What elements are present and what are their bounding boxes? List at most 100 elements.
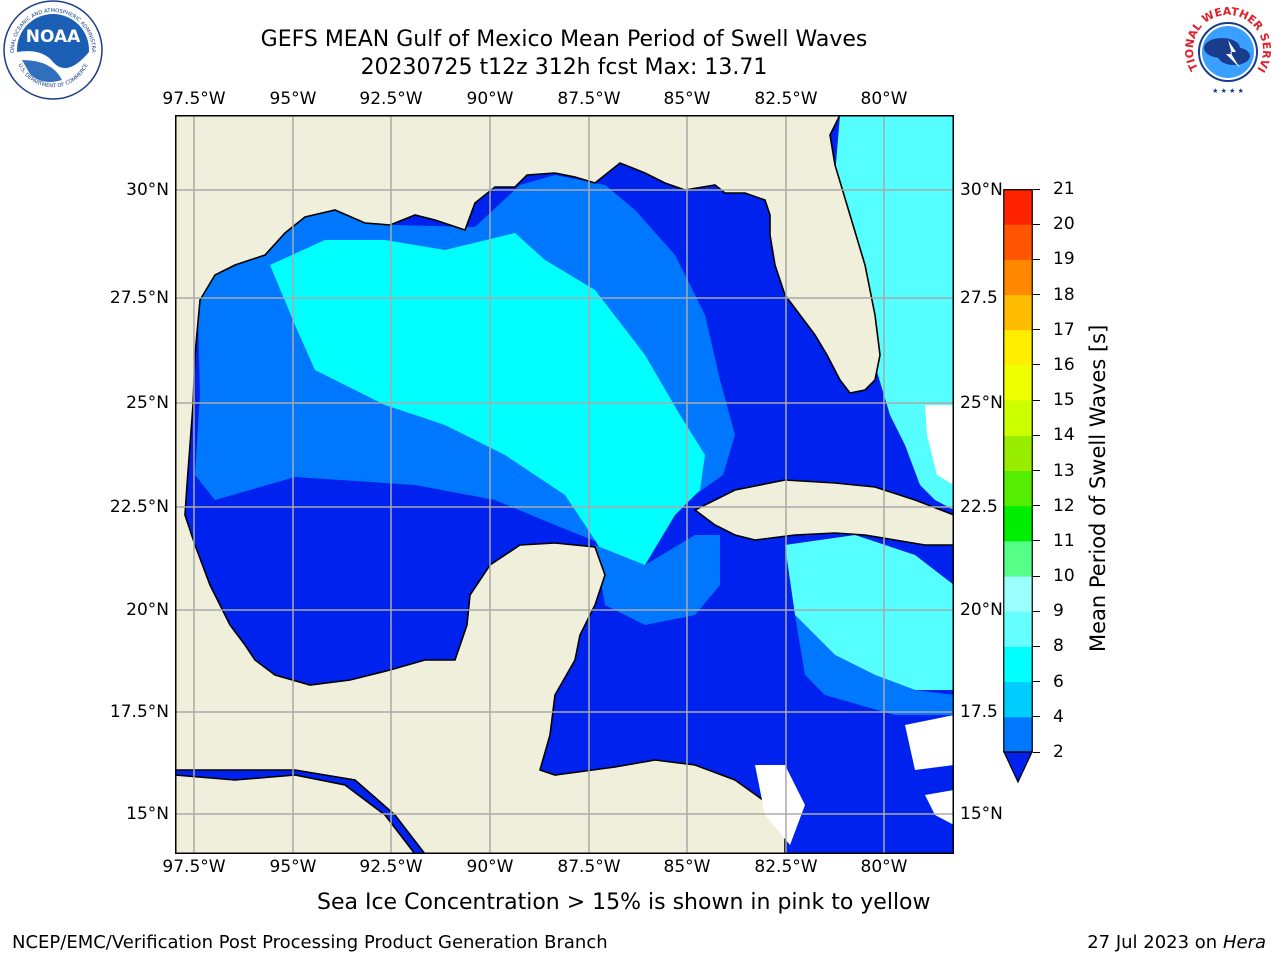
colorbar-segment xyxy=(1004,681,1032,718)
colorbar-tick-mark xyxy=(1033,470,1040,471)
lat-tick-label: 20°N xyxy=(960,600,1003,620)
colorbar-tick-mark xyxy=(1033,364,1040,366)
colorbar-segment xyxy=(1004,611,1032,647)
lon-tick-label: 82.5°W xyxy=(754,857,818,877)
colorbar-segment xyxy=(1004,505,1032,542)
lon-tick-label: 80°W xyxy=(860,89,908,109)
colorbar-segment xyxy=(1004,364,1032,401)
lon-tick-label: 97.5°W xyxy=(162,89,226,109)
colorbar-tick-label: 10 xyxy=(1053,566,1075,587)
lat-tick-label: 30°N xyxy=(126,180,169,200)
colorbar-segment xyxy=(1004,294,1032,331)
lat-tick-label: 17.5 xyxy=(960,702,998,722)
colorbar-tick-mark xyxy=(1033,751,1040,753)
colorbar xyxy=(1003,189,1033,784)
colorbar-tick-label: 14 xyxy=(1053,425,1075,446)
colorbar-tick-label: 9 xyxy=(1053,601,1064,622)
lon-tick-label: 87.5°W xyxy=(557,89,621,109)
colorbar-tick-mark xyxy=(1033,258,1040,260)
colorbar-tick-mark xyxy=(1033,681,1040,683)
colorbar-tick-label: 19 xyxy=(1053,249,1075,270)
noaa-logo: NOAA NATIONAL OCEANIC AND ATMOSPHERIC AD… xyxy=(0,0,104,100)
lat-tick-label: 27.5°N xyxy=(109,288,169,308)
colorbar-segment xyxy=(1004,329,1032,366)
ocean-caribbean-light xyxy=(785,535,954,690)
lat-tick-label: 20°N xyxy=(126,600,169,620)
colorbar-tick-label: 17 xyxy=(1053,319,1075,340)
ocean-cyan-north xyxy=(270,233,705,575)
colorbar-tick-label: 21 xyxy=(1053,179,1075,199)
lat-tick-label: 25°N xyxy=(960,393,1003,413)
lon-tick-label: 92.5°W xyxy=(359,89,423,109)
land xyxy=(174,114,955,855)
colorbar-tick-label: 6 xyxy=(1053,671,1064,692)
colorbar-tick-mark xyxy=(1033,329,1040,331)
lat-tick-label: 15°N xyxy=(126,804,169,824)
sea-ice-note: Sea Ice Concentration > 15% is shown in … xyxy=(317,890,931,915)
colorbar-tick-mark xyxy=(1033,610,1040,612)
colorbar-segment xyxy=(1004,470,1032,507)
nws-logo: NATIONAL WEATHER SERVICE ★ ★ ★ ★ xyxy=(1173,0,1278,100)
gridlines xyxy=(175,115,954,854)
lat-tick-label: 30°N xyxy=(960,180,1003,200)
ocean-caribbean-mid xyxy=(795,615,954,715)
colorbar-tick-label: 4 xyxy=(1053,706,1064,727)
lon-tick-label: 80°W xyxy=(860,857,908,877)
lon-tick-label: 87.5°W xyxy=(557,857,621,877)
colorbar-tick-mark xyxy=(1033,434,1040,436)
colorbar-tick-label: 13 xyxy=(1053,460,1075,481)
colorbar-tick-mark xyxy=(1033,540,1040,542)
mask-east-1 xyxy=(905,715,954,770)
lon-tick-label: 90°W xyxy=(466,89,514,109)
colorbar-segment xyxy=(1004,576,1032,612)
chart-title: GEFS MEAN Gulf of Mexico Mean Period of … xyxy=(260,27,868,52)
colorbar-tick-mark xyxy=(1033,575,1040,577)
colorbar-tick-mark xyxy=(1033,399,1040,401)
lat-tick-label: 15°N xyxy=(960,804,1003,824)
lat-tick-label: 22.5°N xyxy=(109,497,169,517)
lat-tick-label: 27.5 xyxy=(960,288,998,308)
footer-host: Hera xyxy=(1222,932,1266,953)
colorbar-segment xyxy=(1004,646,1032,683)
colorbar-frame xyxy=(1003,189,1033,753)
colorbar-tick-label: 11 xyxy=(1053,530,1075,551)
lon-tick-label: 97.5°W xyxy=(162,857,226,877)
colorbar-segment xyxy=(1004,716,1032,753)
colorbar-tick-label: 8 xyxy=(1053,636,1064,657)
colorbar-tick-label: 15 xyxy=(1053,390,1075,411)
colorbar-tick-mark xyxy=(1033,188,1040,190)
colorbar-segment xyxy=(1004,189,1032,225)
colorbar-label: Mean Period of Swell Waves [s] xyxy=(1086,324,1110,652)
lat-tick-label: 22.5 xyxy=(960,497,998,517)
noaa-logo-text: NOAA xyxy=(26,27,81,47)
lon-tick-label: 90°W xyxy=(466,857,514,877)
lon-tick-label: 85°W xyxy=(663,89,711,109)
colorbar-tick-mark xyxy=(1033,223,1040,225)
colorbar-tick-label: 20 xyxy=(1053,214,1075,235)
lat-tick-label: 25°N xyxy=(126,393,169,413)
ocean-yucatan-mid xyxy=(595,535,720,625)
svg-text:★ ★ ★ ★: ★ ★ ★ ★ xyxy=(1212,87,1244,95)
mask-bahamas xyxy=(925,405,954,485)
colorbar-tick-mark xyxy=(1033,645,1040,647)
chart-subtitle: 20230725 t12z 312h fcst Max: 13.71 xyxy=(360,55,768,80)
lat-tick-label: 17.5°N xyxy=(109,702,169,722)
colorbar-tick-mark xyxy=(1033,294,1040,296)
lon-tick-label: 82.5°W xyxy=(754,89,818,109)
colorbar-tick-label: 2 xyxy=(1053,742,1064,762)
colorbar-segment xyxy=(1004,224,1032,260)
ocean-atlantic-light xyxy=(835,115,954,510)
colorbar-segment xyxy=(1004,259,1032,296)
lon-tick-label: 95°W xyxy=(269,89,317,109)
map-panel xyxy=(174,114,955,855)
colorbar-segment xyxy=(1004,400,1032,436)
mask-east-2 xyxy=(755,765,805,845)
colorbar-segment xyxy=(1004,540,1032,577)
lon-tick-label: 95°W xyxy=(269,857,317,877)
colorbar-tick-label: 12 xyxy=(1053,495,1075,516)
colorbar-segment xyxy=(1004,435,1032,471)
footer-branch: NCEP/EMC/Verification Post Processing Pr… xyxy=(12,932,608,953)
colorbar-tick-label: 18 xyxy=(1053,284,1075,305)
lon-tick-label: 92.5°W xyxy=(359,857,423,877)
colorbar-tick-mark xyxy=(1033,716,1040,718)
